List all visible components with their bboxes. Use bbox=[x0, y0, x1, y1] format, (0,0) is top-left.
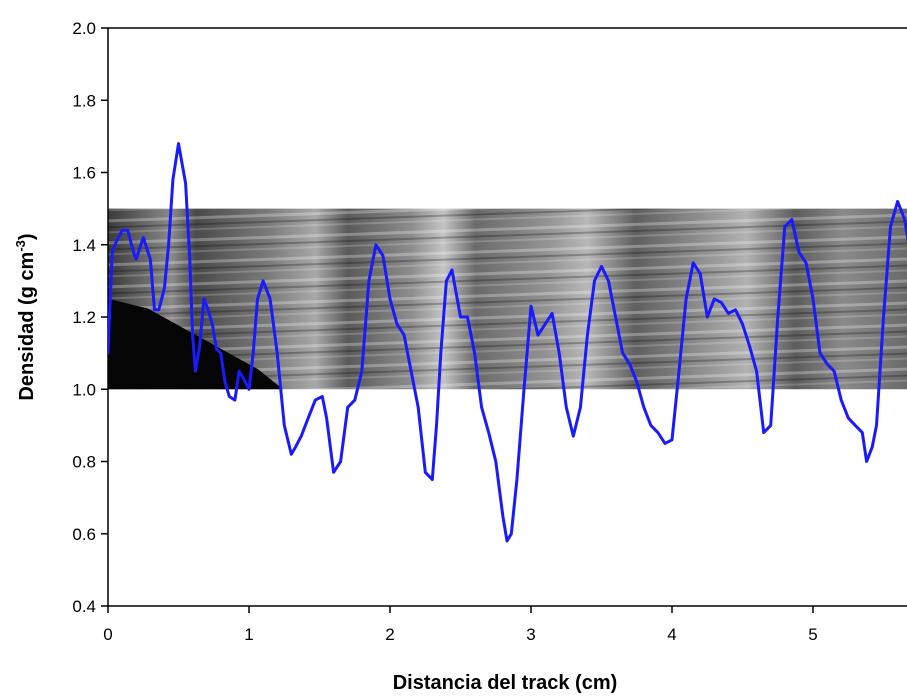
y-tick-label: 1.2 bbox=[72, 308, 96, 327]
x-tick-label: 4 bbox=[667, 625, 676, 644]
y-tick-label: 0.8 bbox=[72, 453, 96, 472]
y-tick-label: 2.0 bbox=[72, 19, 96, 38]
x-tick-label: 2 bbox=[385, 625, 394, 644]
y-ticks: 0.4 0.6 0.8 1.0 1.2 1.4 1.6 1.8 2.0 bbox=[72, 19, 108, 616]
x-ticks: 0 1 2 3 4 5 bbox=[103, 606, 818, 644]
density-scan-image bbox=[108, 208, 907, 390]
y-tick-label: 1.8 bbox=[72, 91, 96, 110]
y-tick-label: 0.6 bbox=[72, 525, 96, 544]
x-tick-label: 0 bbox=[103, 625, 112, 644]
y-axis-title-superscript: -3 bbox=[13, 240, 28, 252]
y-axis-title: Densidad (g cm-3) bbox=[13, 233, 38, 400]
density-series-line bbox=[108, 142, 907, 543]
y-tick-label: 1.4 bbox=[72, 236, 96, 255]
x-tick-label: 5 bbox=[808, 625, 817, 644]
x-axis-title: Distancia del track (cm) bbox=[393, 672, 618, 694]
scan-image-dark-region bbox=[108, 298, 283, 390]
x-tick-label: 3 bbox=[526, 625, 535, 644]
y-axis-title-close: ) bbox=[16, 233, 38, 240]
y-tick-label: 0.4 bbox=[72, 597, 96, 616]
x-tick-label: 1 bbox=[244, 625, 253, 644]
y-tick-label: 1.6 bbox=[72, 164, 96, 183]
y-tick-label: 1.0 bbox=[72, 380, 96, 399]
y-axis-title-main: Densidad (g cm bbox=[16, 252, 38, 401]
